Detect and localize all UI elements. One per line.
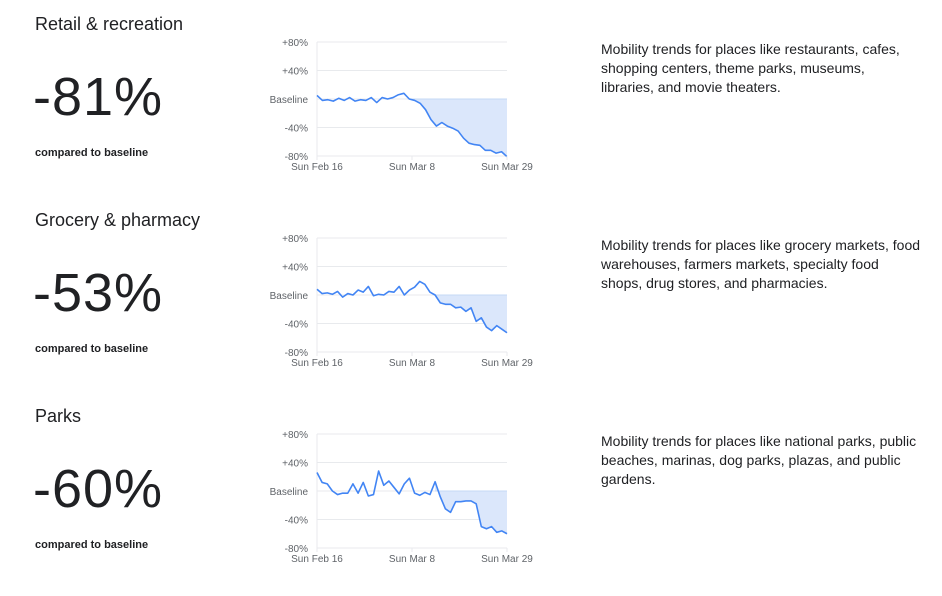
y-tick-label: +80% [282,430,308,441]
series-line [316,470,508,535]
y-tick-label: Baseline [270,487,309,498]
decline-area [435,481,507,534]
chart-svg: +80% +40% Baseline -40% -80%Sun Feb 16 Sun Ma… [270,234,534,369]
category-title: Retail & recreation [35,14,184,34]
x-tick-label: Sun Mar 8 [389,162,436,173]
x-tick-label: Sun Mar 29 [481,358,533,369]
decline-area [435,295,507,333]
x-tick-label: Sun Mar 8 [389,554,436,565]
category-description: Mobility trends for places like national… [601,433,917,487]
x-tick-label: Sun Feb 16 [291,358,343,369]
category-description: Mobility trends for places like grocery … [601,237,921,291]
percent-change: -53% [33,263,164,323]
y-tick-label: +40% [282,459,308,470]
x-tick-label: Sun Mar 29 [481,162,533,173]
compared-label: compared to baseline [35,539,149,551]
y-tick-label: +80% [282,234,308,245]
decline-area [409,99,507,157]
mobility-section: Retail & recreation -81% compared to basel… [0,0,942,196]
y-tick-label: Baseline [270,291,309,302]
percent-change: -81% [33,67,164,127]
category-title: Grocery & pharmacy [35,210,201,230]
x-tick-label: Sun Feb 16 [291,554,343,565]
y-tick-label: -40% [285,516,308,527]
y-tick-label: +80% [282,38,308,49]
trend-chart: +80% +40% Baseline -40% -80% Sun Feb 16 Sun Ma… [250,226,550,381]
compared-label: compared to baseline [35,147,149,159]
y-tick-label: Baseline [270,95,309,106]
series-line [316,92,508,158]
x-tick-label: Sun Mar 29 [481,554,533,565]
y-tick-label: -40% [285,124,308,135]
mobility-section: Parks -60% compared to baseline Mobility tr… [0,392,942,588]
y-tick-label: -80% [285,544,308,555]
trend-chart: +80% +40% Baseline -40% -80% Sun Feb 16 Sun Ma… [250,30,550,185]
x-tick-label: Sun Mar 8 [389,358,436,369]
trend-chart: +80% +40% Baseline -40% -80% Sun Feb 16 Sun Ma… [250,422,550,577]
x-tick-label: Sun Feb 16 [291,162,343,173]
chart-svg: +80% +40% Baseline -40% -80%Sun Feb 16 Sun Ma… [270,430,534,565]
category-title: Parks [35,406,82,426]
y-tick-label: +40% [282,67,308,78]
percent-change: -60% [33,459,164,519]
mobility-section: Grocery & pharmacy -53% compared to baseli… [0,196,942,392]
compared-label: compared to baseline [35,343,149,355]
y-tick-label: -80% [285,152,308,163]
category-description: Mobility trends for places like restaura… [601,41,900,95]
chart-svg: +80% +40% Baseline -40% -80%Sun Feb 16 Sun Ma… [270,38,534,173]
y-tick-label: +40% [282,263,308,274]
series-line [316,280,508,334]
y-tick-label: -80% [285,348,308,359]
y-tick-label: -40% [285,320,308,331]
